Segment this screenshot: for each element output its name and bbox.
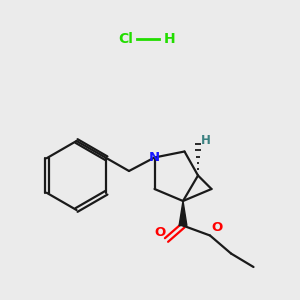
Text: N: N [149, 151, 160, 164]
Text: H: H [164, 32, 175, 46]
Text: Cl: Cl [118, 32, 134, 46]
Text: O: O [154, 226, 166, 238]
Text: H: H [200, 134, 210, 147]
Polygon shape [179, 201, 187, 226]
Text: O: O [211, 221, 222, 234]
